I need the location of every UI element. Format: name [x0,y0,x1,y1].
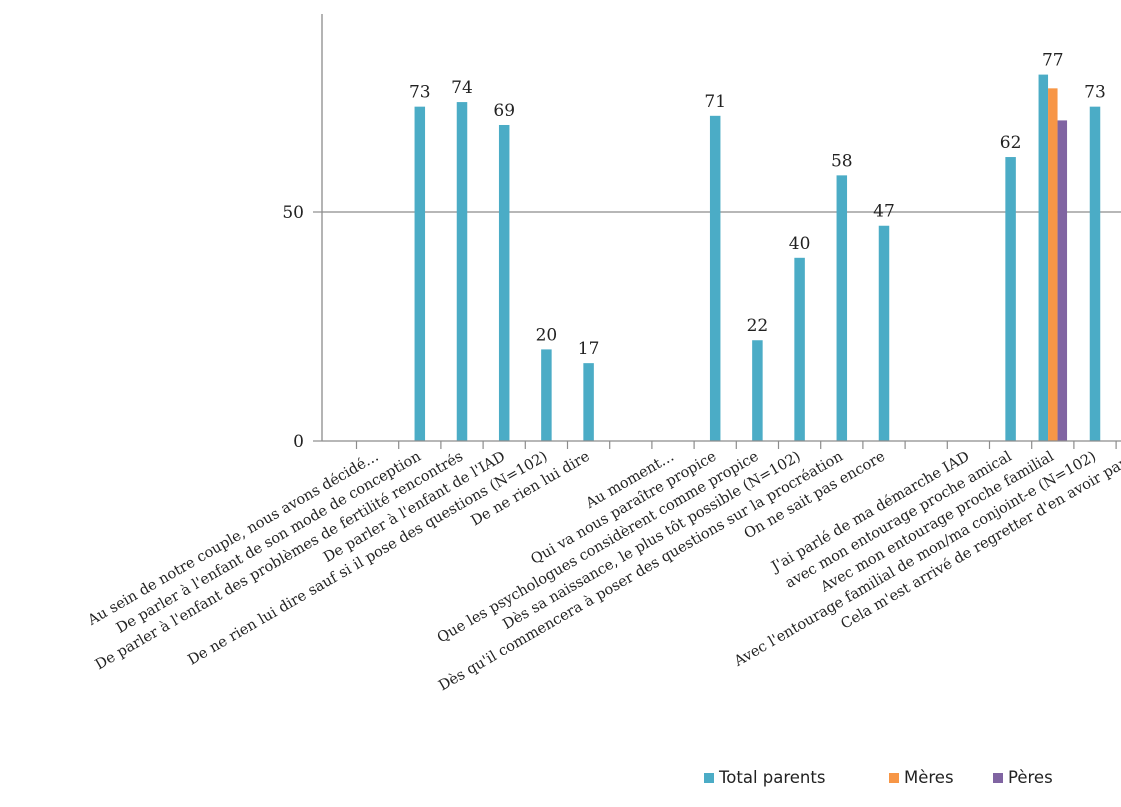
data-label: 74 [451,78,473,98]
bar [414,106,426,441]
legend: Total parents Mères Pères [704,768,1053,787]
data-label: 73 [1084,83,1106,103]
bar [1089,106,1101,441]
bar [1005,157,1016,442]
axes [313,14,1121,449]
bar [836,175,848,442]
bar [583,363,594,441]
y-tick-label: 0 [293,432,304,452]
category-label: De parler à l'enfant des problèmes de fe… [92,448,466,674]
y-tick-label: 50 [282,203,304,223]
bar [878,225,890,441]
data-label: 62 [1000,133,1022,153]
bar [541,349,552,441]
bar [1048,88,1058,441]
bar [752,340,763,441]
bar [709,115,721,441]
legend-label: Pères [1008,768,1053,787]
data-label: 58 [831,151,853,171]
data-labels: 7374692017712240584762777323 [409,51,1106,360]
data-label: 71 [704,92,726,112]
legend-label: Total parents [718,768,825,787]
data-label: 73 [409,83,431,103]
legend-swatch [993,773,1003,783]
data-label: 20 [536,325,558,345]
category-labels: Au sein de notre couple, nous avons déci… [84,448,1121,695]
bars [414,74,1101,442]
data-label: 77 [1042,51,1064,71]
bar [794,257,805,441]
legend-swatch [704,773,714,783]
bar [1057,120,1068,442]
bar [456,102,468,441]
legend-swatch [889,773,899,783]
bar [498,124,510,441]
bar [1038,74,1049,441]
data-label: 69 [493,101,515,121]
data-label: 17 [578,339,600,359]
legend-label: Mères [904,768,954,787]
data-label: 40 [789,234,811,254]
data-label: 47 [873,202,895,222]
category-label: Au sein de notre couple, nous avons déci… [84,449,381,630]
category-label: Que les psychologues considèrent comme p… [435,449,762,647]
data-label: 22 [747,316,769,336]
y-tick-labels: 0 50 [282,203,304,452]
